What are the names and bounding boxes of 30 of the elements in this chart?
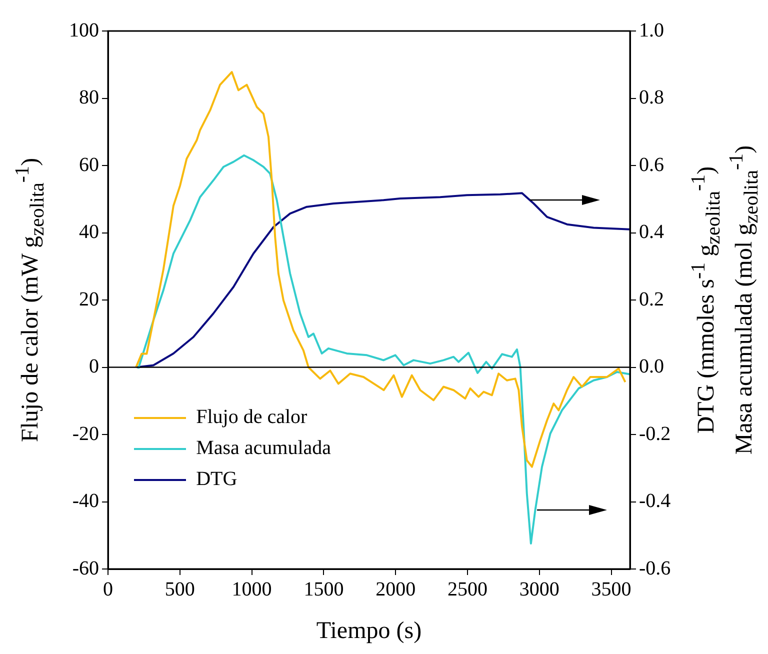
x-tick-label: 1500: [304, 578, 344, 600]
y-tick-label: -60: [72, 557, 99, 580]
x-tick-label: 0: [103, 578, 113, 600]
legend-label: DTG: [196, 468, 238, 492]
y2-tick-label: -0.2: [639, 422, 671, 445]
legend-label: Flujo de calor: [196, 406, 308, 430]
x-tick-label: 2000: [376, 578, 416, 600]
legend-label: Masa acumulada: [196, 437, 332, 460]
y2-tick-label: 0.2: [639, 288, 664, 310]
y-tick-label: 20: [79, 288, 99, 310]
y-tick-label: -40: [72, 490, 99, 512]
y2-tick-label: 1.0: [639, 19, 664, 42]
y-tick-label: 60: [79, 154, 99, 176]
y2-tick-label: 0.0: [639, 356, 664, 378]
x-tick-label: 500: [164, 578, 195, 600]
y2-tick-label: 0.8: [639, 86, 664, 108]
x-tick-label: 3000: [519, 578, 560, 600]
y2-tick-label: 0.6: [639, 154, 664, 176]
x-tick-label: 2500: [448, 578, 488, 600]
y-tick-label: 80: [79, 86, 99, 108]
x-tick-label: 1000: [232, 578, 272, 600]
x-axis-title: Tiempo (s): [316, 618, 422, 644]
y2-tick-label: 0.4: [639, 221, 664, 243]
y-tick-label: 100: [69, 19, 99, 42]
y-tick-label: 40: [79, 221, 99, 243]
x-tick-label: 3500: [591, 578, 632, 600]
y2-tick-label: -0.6: [639, 557, 671, 580]
y-tick-label: -20: [72, 422, 99, 445]
y-tick-label: 0: [89, 356, 99, 378]
y2-tick-label: -0.4: [639, 490, 671, 512]
